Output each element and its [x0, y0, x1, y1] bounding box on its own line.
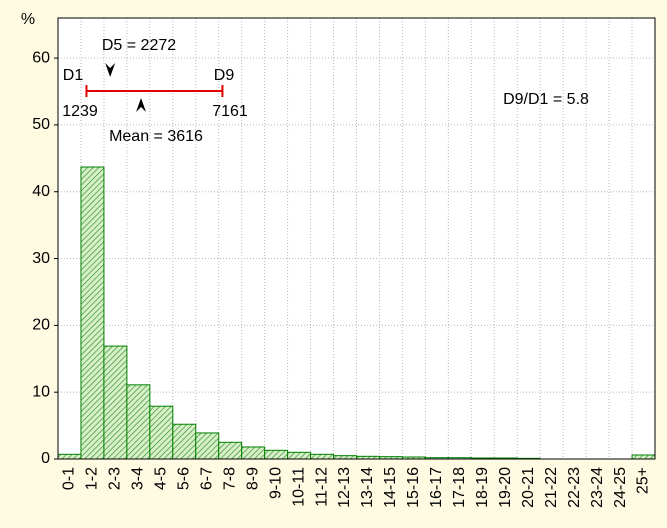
bar: [310, 453, 335, 460]
x-tick-label: 20-21: [520, 467, 537, 508]
bar: [264, 449, 289, 460]
x-tick-label: 2-3: [107, 467, 124, 490]
bar: [287, 451, 312, 460]
bar: [149, 405, 174, 460]
d1-label: D1: [63, 67, 84, 84]
y-tick-label: 0: [41, 450, 50, 467]
x-tick-label: 7-8: [221, 467, 238, 490]
y-tick-label: 40: [32, 183, 50, 200]
y-tick-label: 50: [32, 116, 50, 133]
bar: [333, 455, 357, 460]
bar: [195, 432, 220, 460]
y-tick-label: 60: [32, 49, 50, 66]
y-axis-label: %: [21, 11, 35, 28]
bar: [80, 166, 105, 460]
x-tick-label: 17-18: [451, 467, 468, 508]
d1-value: 1239: [62, 103, 98, 120]
x-tick-label: 0-1: [61, 467, 78, 490]
x-tick-label: 1-2: [84, 467, 101, 490]
bar: [241, 446, 266, 460]
d9-label: D9: [214, 67, 235, 84]
bar: [631, 454, 656, 460]
x-tick-label: 10-11: [290, 467, 307, 507]
bar: [57, 453, 82, 460]
x-tick-label: 18-19: [474, 467, 491, 508]
bar: [103, 345, 128, 460]
x-tick-label: 9-10: [267, 467, 284, 499]
x-tick-label: 21-22: [543, 467, 560, 508]
x-tick-label: 15-16: [405, 467, 422, 508]
bar: [172, 423, 197, 460]
x-tick-label: 16-17: [428, 467, 445, 508]
ratio-label: D9/D1 = 5.8: [503, 91, 589, 108]
x-tick-label: 8-9: [244, 467, 261, 490]
mean-arrow: [136, 98, 147, 112]
x-tick-label: 12-13: [336, 467, 353, 508]
d9-value: 7161: [212, 103, 248, 120]
x-tick-label: 22-23: [566, 467, 583, 508]
y-tick-label: 20: [32, 317, 50, 334]
x-tick-label: 19-20: [497, 467, 514, 508]
x-tick-label: 24-25: [612, 467, 629, 508]
x-tick-label: 13-14: [359, 467, 376, 508]
x-tick-label: 25+: [635, 467, 652, 494]
x-tick-label: 3-4: [130, 467, 147, 490]
y-tick-label: 10: [32, 383, 50, 400]
x-tick-label: 5-6: [176, 467, 193, 490]
y-tick-label: 30: [32, 250, 50, 267]
x-tick-label: 14-15: [382, 467, 399, 508]
plot-frame: [57, 17, 656, 460]
x-tick-label: 6-7: [198, 467, 215, 490]
x-tick-label: 4-5: [153, 467, 170, 490]
x-tick-label: 11-12: [313, 467, 330, 507]
d5-label: D5 = 2272: [102, 37, 176, 54]
x-tick-label: 23-24: [589, 467, 606, 508]
bar: [126, 384, 151, 460]
mean-label: Mean = 3616: [109, 128, 203, 145]
d5-arrow: [105, 63, 116, 77]
bar: [218, 441, 243, 460]
